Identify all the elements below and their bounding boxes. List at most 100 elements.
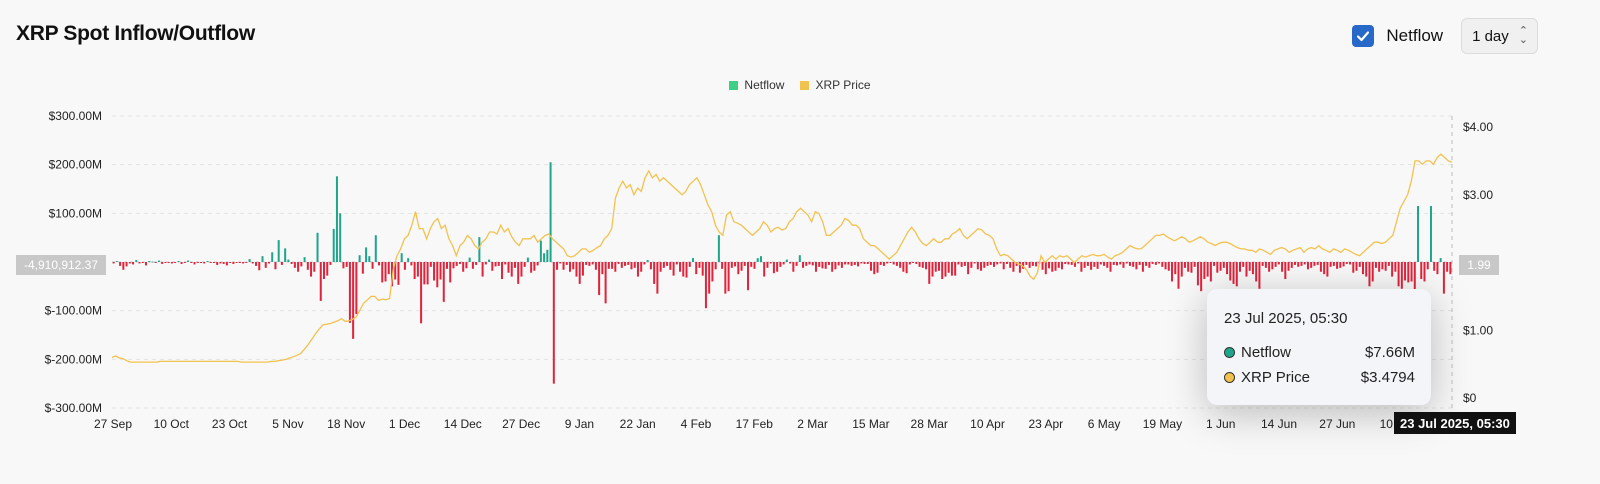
netflow-bar (769, 262, 772, 264)
netflow-bar (504, 262, 507, 265)
netflow-bar (1297, 262, 1300, 267)
netflow-bar (274, 262, 277, 270)
netflow-bar (730, 262, 733, 268)
netflow-checkbox-label[interactable]: Netflow (1386, 26, 1444, 45)
legend-swatch-netflow (729, 80, 739, 90)
netflow-bar (1190, 262, 1193, 273)
netflow-bar (303, 257, 306, 262)
netflow-bar (789, 262, 792, 264)
netflow-bar (986, 262, 989, 266)
netflow-bar (1429, 206, 1432, 262)
netflow-bar (585, 262, 588, 265)
netflow-bar (1248, 262, 1251, 271)
netflow-bar (821, 262, 824, 269)
netflow-bar (423, 262, 426, 285)
netflow-bar (993, 262, 996, 267)
netflow-bar (119, 262, 122, 266)
netflow-bar (572, 262, 575, 270)
netflow-bar (452, 262, 455, 269)
netflow-bar (1145, 262, 1148, 266)
netflow-bar (439, 262, 442, 280)
netflow-bar (792, 262, 795, 272)
x-axis-tick-label: 1 Jun (1206, 417, 1235, 431)
netflow-bar (348, 262, 351, 323)
netflow-bar (1410, 262, 1413, 282)
netflow-bar (381, 262, 384, 283)
netflow-bar (925, 262, 928, 270)
x-axis-tick-label: 27 Jun (1319, 417, 1355, 431)
netflow-bar (345, 262, 348, 267)
netflow-bar (921, 262, 924, 268)
netflow-checkbox[interactable] (1352, 25, 1375, 47)
netflow-bar (581, 262, 584, 276)
netflow-bar (1083, 262, 1086, 268)
netflow-bar (1238, 262, 1241, 272)
netflow-bar (1193, 262, 1196, 267)
netflow-bar (455, 262, 458, 266)
netflow-bar (361, 262, 364, 274)
netflow-bar (1064, 262, 1067, 264)
right-axis-tick-label: $4.00 (1463, 120, 1493, 134)
legend-item-price[interactable]: XRP Price (800, 78, 871, 92)
netflow-bar (384, 262, 387, 282)
netflow-bar (950, 262, 953, 276)
x-axis-tick-label: 27 Dec (502, 417, 540, 431)
tooltip-price-value: $3.4794 (1360, 369, 1415, 386)
netflow-bar (814, 262, 817, 272)
netflow-bar (1442, 262, 1445, 294)
netflow-bar (212, 262, 215, 263)
netflow-bar (458, 262, 461, 264)
netflow-bar (387, 262, 390, 275)
netflow-bar (698, 262, 701, 268)
netflow-bar (724, 262, 727, 294)
right-axis-tick-label: $0 (1463, 391, 1477, 405)
left-axis-tick-label: $100.00M (49, 206, 102, 220)
netflow-bar (1413, 262, 1416, 297)
netflow-bar (892, 262, 895, 265)
netflow-bar (277, 240, 280, 262)
netflow-bar (734, 262, 737, 267)
netflow-bar (666, 262, 669, 266)
netflow-bar (847, 262, 850, 265)
netflow-bar (944, 262, 947, 277)
netflow-bar (1378, 262, 1381, 272)
netflow-bar (624, 262, 627, 266)
netflow-bar (1031, 262, 1034, 266)
netflow-bar (604, 262, 607, 304)
netflow-bar (167, 262, 170, 263)
netflow-bar (882, 262, 885, 266)
netflow-bar (1141, 262, 1144, 272)
netflow-bar (316, 232, 319, 262)
netflow-bar (154, 262, 157, 263)
netflow-bar (313, 262, 316, 272)
netflow-bar (1080, 262, 1083, 272)
netflow-bar (264, 262, 267, 268)
netflow-bar (798, 255, 801, 262)
netflow-bar (151, 261, 154, 263)
netflow-bar (947, 262, 950, 273)
netflow-bar (1423, 262, 1426, 282)
netflow-bar (238, 262, 241, 263)
netflow-bar (1167, 262, 1170, 271)
netflow-bar (1313, 262, 1316, 266)
netflow-bar (125, 262, 128, 267)
netflow-bar (1407, 262, 1410, 283)
legend-item-netflow[interactable]: Netflow (729, 78, 784, 92)
netflow-bar (436, 262, 439, 288)
tooltip-netflow-label: Netflow (1241, 344, 1292, 361)
netflow-bar (669, 262, 672, 270)
interval-select[interactable]: 1 day ⌃ ⌄ (1461, 18, 1538, 54)
netflow-bar (915, 262, 918, 264)
netflow-bar (976, 262, 979, 270)
netflow-bar (390, 262, 393, 287)
x-axis-tick-label: 6 May (1088, 417, 1121, 431)
netflow-bar (679, 262, 682, 272)
netflow-bar (1433, 262, 1436, 271)
netflow-bar (1384, 262, 1387, 271)
netflow-bar (1067, 262, 1070, 265)
netflow-bar (899, 262, 902, 268)
netflow-bar (323, 262, 326, 280)
netflow-bar (468, 257, 471, 262)
tooltip-row-price: XRP Price $3.4794 (1224, 369, 1415, 386)
